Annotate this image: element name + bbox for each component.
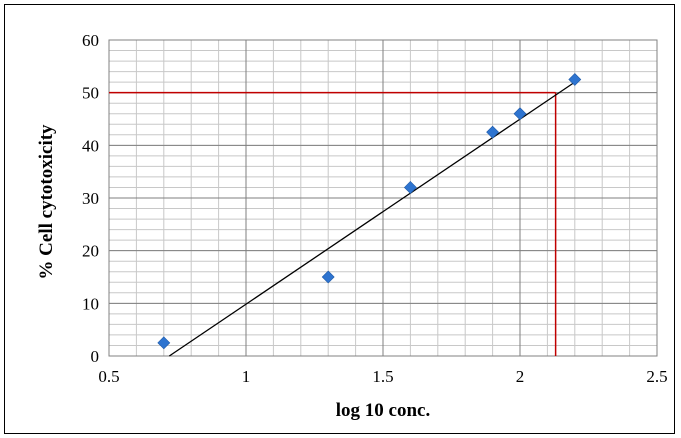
- x-axis-title: log 10 conc.: [336, 400, 430, 421]
- y-tick-label: 20: [82, 242, 99, 261]
- data-point: [513, 107, 527, 121]
- x-tick-label: 1.5: [372, 367, 393, 386]
- trendline: [168, 81, 576, 357]
- data-point: [403, 181, 417, 194]
- y-axis-title: % Cell cytotoxicity: [36, 124, 57, 280]
- x-tick-labels: 0.5 1 1.5 2 2.5: [98, 367, 667, 386]
- y-tick-label: 30: [82, 189, 99, 208]
- data-point: [486, 125, 500, 139]
- x-tick-label: 2.5: [646, 367, 667, 386]
- data-point: [157, 336, 171, 350]
- data-points: [157, 73, 582, 350]
- plot-area-border: [108, 39, 658, 357]
- data-point: [568, 73, 582, 86]
- x-tick-label: 0.5: [98, 367, 119, 386]
- trendline-group: [168, 81, 576, 357]
- y-tick-label: 40: [82, 136, 99, 155]
- x-tick-label: 2: [516, 367, 525, 386]
- y-tick-label: 50: [82, 84, 99, 103]
- y-tick-label: 60: [82, 31, 99, 50]
- reference-lines: [109, 91, 557, 356]
- data-point: [321, 270, 335, 284]
- y-tick-label: 10: [82, 294, 99, 313]
- y-tick-label: 0: [91, 347, 100, 366]
- x-tick-label: 1: [242, 367, 251, 386]
- y-tick-labels: 0 10 20 30 40 50 60: [82, 31, 99, 366]
